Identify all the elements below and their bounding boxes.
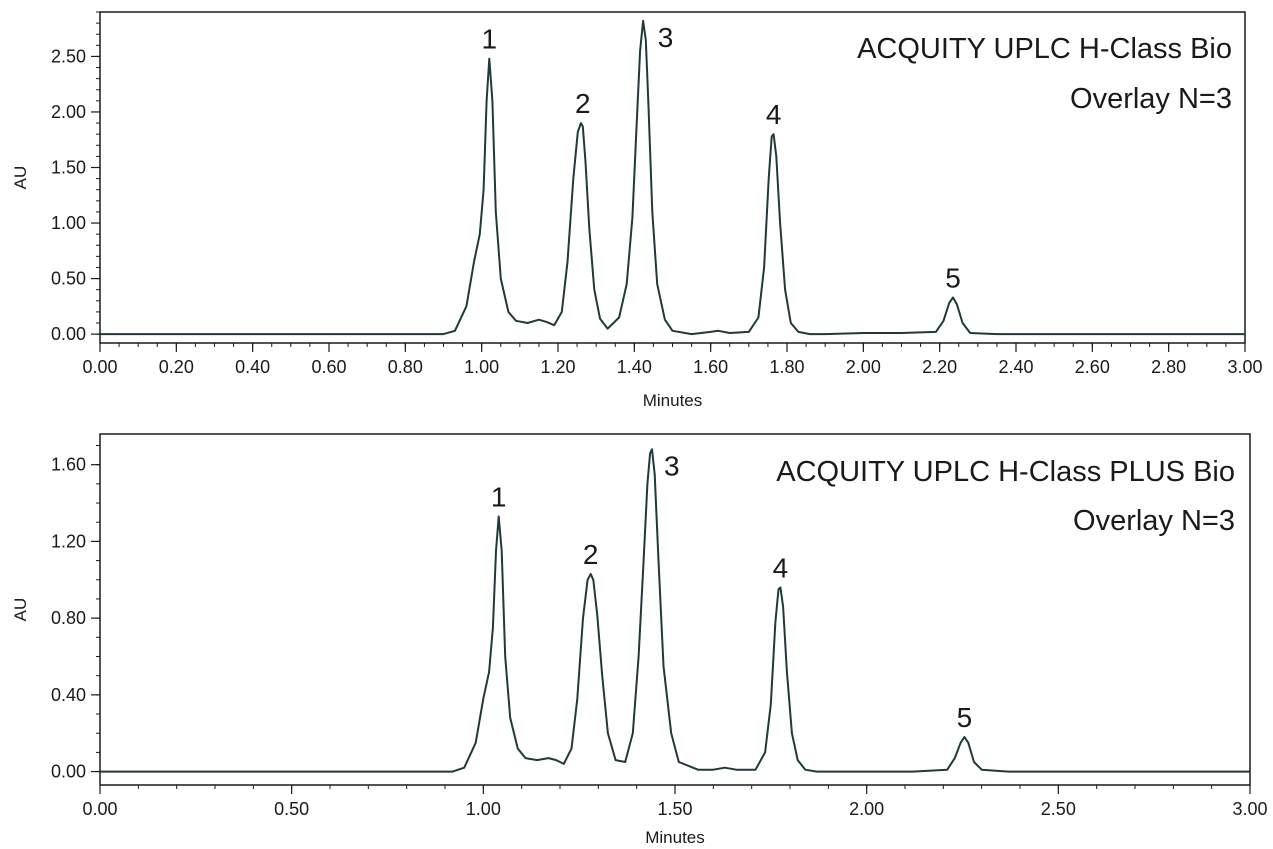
instrument-annotation: ACQUITY UPLC H-Class PLUS Bio <box>776 456 1235 488</box>
x-tick-label: 2.50 <box>1041 799 1076 819</box>
x-tick-label: 2.80 <box>1151 357 1186 377</box>
x-tick-label: 1.40 <box>617 357 652 377</box>
x-axis-title: Minutes <box>645 828 705 847</box>
x-tick-label: 0.60 <box>311 357 346 377</box>
chart-panel-top: 0.00 0.20 0.40 0.60 0.80 1.00 1.20 1.40 1.60 1.80… <box>11 11 1263 410</box>
y-axis-title: AU <box>11 598 30 622</box>
peak-label-2: 2 <box>575 88 591 119</box>
chromatogram-trace <box>100 19 1245 336</box>
x-tick-label: 0.80 <box>388 357 423 377</box>
x-tick-label: 2.60 <box>1075 357 1110 377</box>
x-tick-label: 3.00 <box>1232 799 1267 819</box>
chart-panel-bottom: 0.00 0.50 1.00 1.50 2.00 2.50 3.00 0.00 0.40 0.80… <box>11 433 1268 847</box>
x-tick-label: 0.00 <box>82 799 117 819</box>
peak-label-5: 5 <box>957 702 973 733</box>
x-tick-label: 1.00 <box>466 799 501 819</box>
y-tick-label: 0.00 <box>51 324 86 344</box>
y-tick-label: 0.50 <box>51 269 86 289</box>
y-tick-label: 0.40 <box>51 685 86 705</box>
peak-label-4: 4 <box>766 99 782 130</box>
x-tick-label: 0.50 <box>274 799 309 819</box>
y-tick-label: 2.50 <box>51 46 86 66</box>
x-tick-label: 1.50 <box>657 799 692 819</box>
y-tick-label: 2.00 <box>51 102 86 122</box>
chromatogram-trace <box>100 448 1250 773</box>
x-tick-label: 3.00 <box>1227 357 1262 377</box>
instrument-annotation: ACQUITY UPLC H-Class Bio <box>857 33 1232 65</box>
peak-label-1: 1 <box>482 24 498 55</box>
x-tick-label: 0.40 <box>235 357 270 377</box>
x-axis-title: Minutes <box>643 391 703 410</box>
x-tick-label: 2.00 <box>849 799 884 819</box>
x-tick-label: 1.80 <box>769 357 804 377</box>
x-tick-label: 1.20 <box>540 357 575 377</box>
y-tick-label: 1.50 <box>51 158 86 178</box>
peak-label-3: 3 <box>658 22 674 53</box>
x-tick-label: 2.00 <box>846 357 881 377</box>
y-tick-label: 1.60 <box>51 455 86 475</box>
y-tick-label: 0.80 <box>51 608 86 628</box>
y-tick-label: 1.00 <box>51 213 86 233</box>
y-axis-title: AU <box>11 166 30 190</box>
x-tick-label: 1.00 <box>464 357 499 377</box>
peak-label-3: 3 <box>664 450 680 481</box>
x-tick-label: 2.20 <box>922 357 957 377</box>
peak-label-5: 5 <box>945 262 961 293</box>
peak-label-4: 4 <box>773 552 789 583</box>
peak-label-1: 1 <box>491 481 507 512</box>
y-tick-label: 0.00 <box>51 762 86 782</box>
y-tick-label: 1.20 <box>51 531 86 551</box>
overlay-annotation: Overlay N=3 <box>1070 83 1232 115</box>
x-tick-label: 2.40 <box>998 357 1033 377</box>
x-tick-label: 0.00 <box>82 357 117 377</box>
x-tick-label: 1.60 <box>693 357 728 377</box>
overlay-annotation: Overlay N=3 <box>1073 505 1235 537</box>
peak-label-2: 2 <box>583 539 599 570</box>
x-tick-label: 0.20 <box>159 357 194 377</box>
